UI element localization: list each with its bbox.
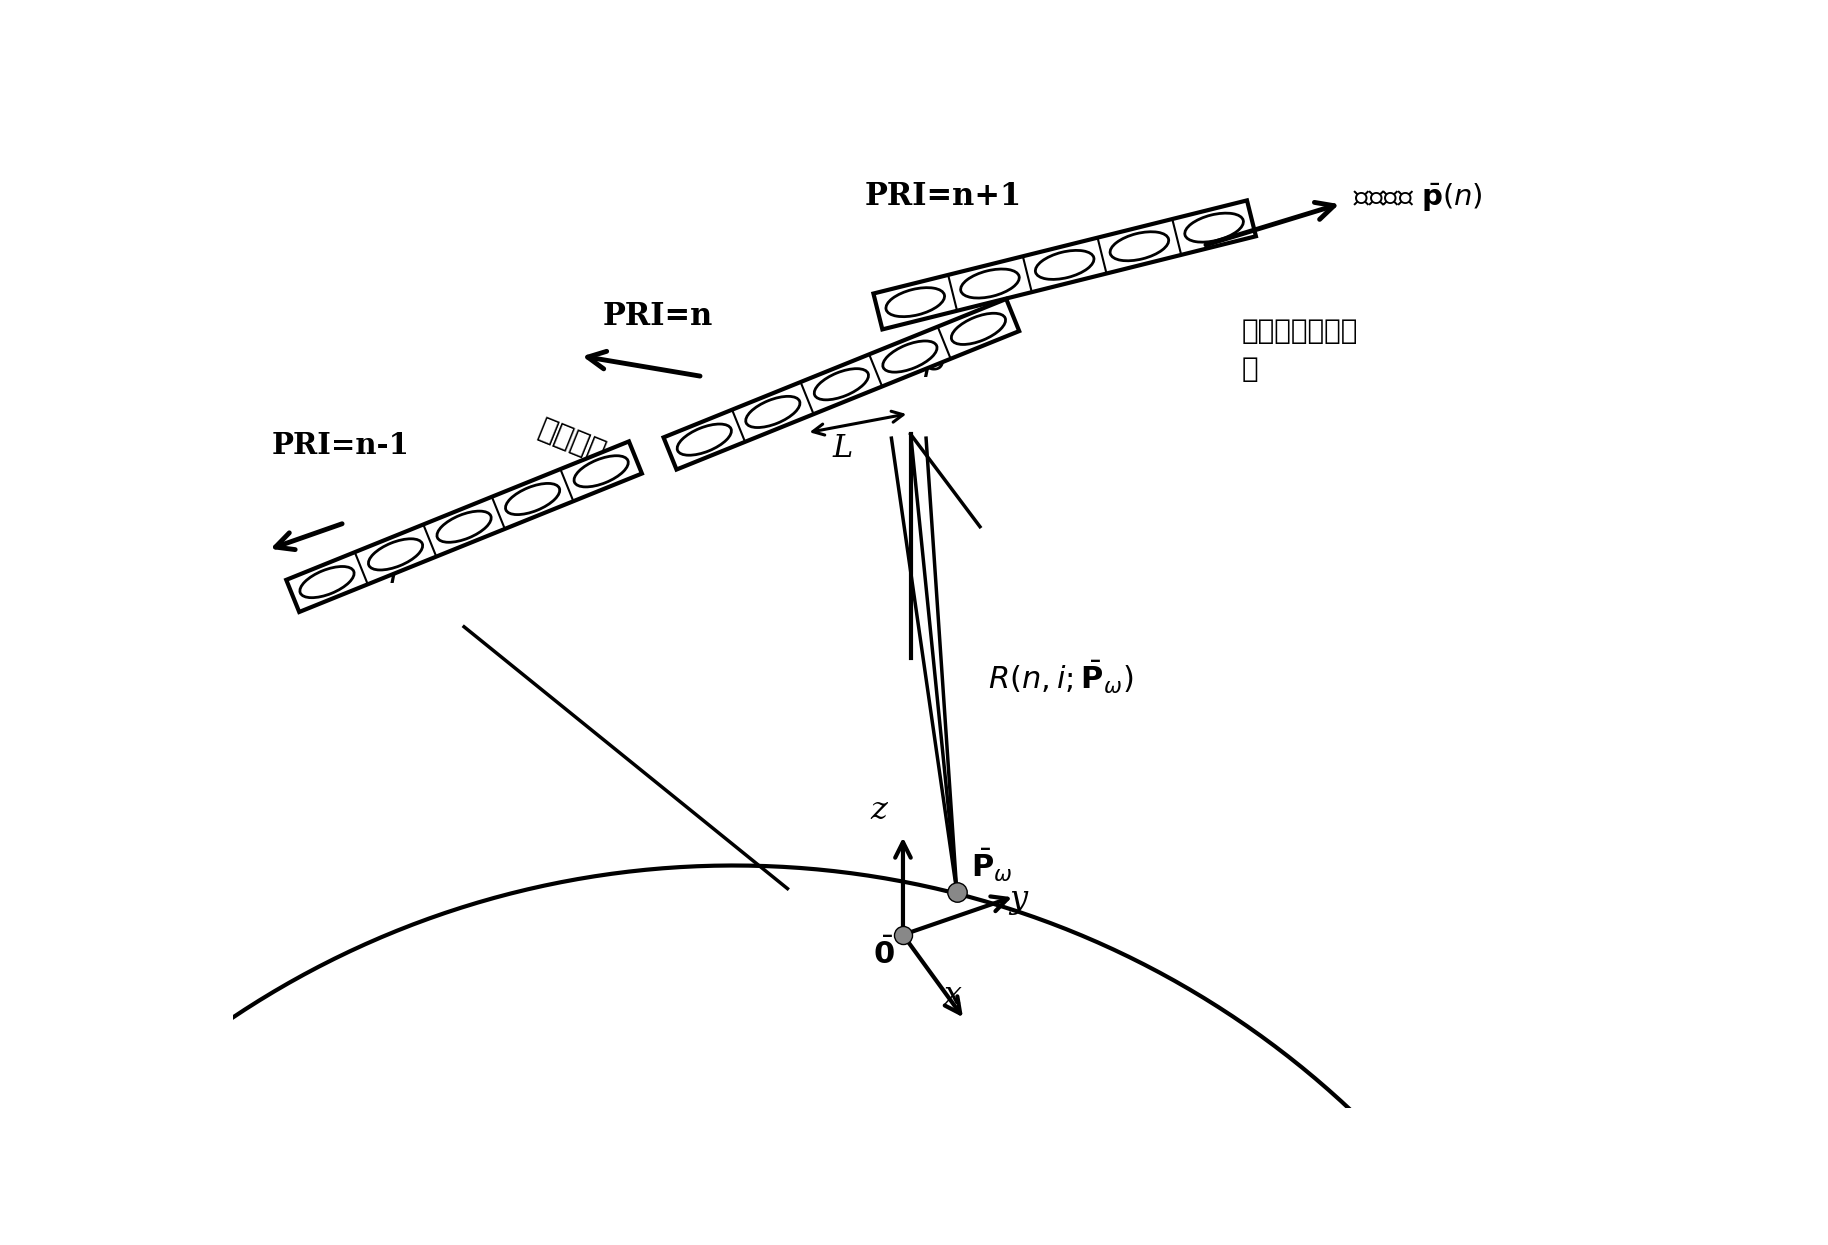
- Polygon shape: [287, 442, 642, 613]
- Text: PRI=n: PRI=n: [603, 301, 713, 332]
- Polygon shape: [874, 200, 1256, 330]
- Text: $\bar{\mathbf{P}}_\omega$: $\bar{\mathbf{P}}_\omega$: [971, 847, 1013, 884]
- Polygon shape: [664, 299, 1020, 469]
- Text: $R(n,i;\bar{\mathbf{P}}_\omega)$: $R(n,i;\bar{\mathbf{P}}_\omega)$: [987, 659, 1133, 696]
- Text: $\bar{\mathbf{0}}$: $\bar{\mathbf{0}}$: [872, 939, 894, 971]
- Text: 线阵天线: 线阵天线: [534, 415, 609, 467]
- Text: $\bar{\gamma}$: $\bar{\gamma}$: [384, 548, 408, 585]
- Text: 虚拟二维面阵天
线: 虚拟二维面阵天 线: [1241, 317, 1358, 382]
- Text: z: z: [870, 796, 887, 827]
- Text: x: x: [943, 980, 962, 1011]
- Text: PRI=n-1: PRI=n-1: [272, 431, 409, 459]
- Text: 平台轨迹 $\bar{\mathbf{p}}(n)$: 平台轨迹 $\bar{\mathbf{p}}(n)$: [1353, 181, 1483, 213]
- Text: y: y: [1009, 884, 1027, 915]
- Text: $\bar{\beta}$: $\bar{\beta}$: [923, 335, 947, 380]
- Text: PRI=n+1: PRI=n+1: [865, 181, 1022, 212]
- Text: L: L: [834, 433, 854, 464]
